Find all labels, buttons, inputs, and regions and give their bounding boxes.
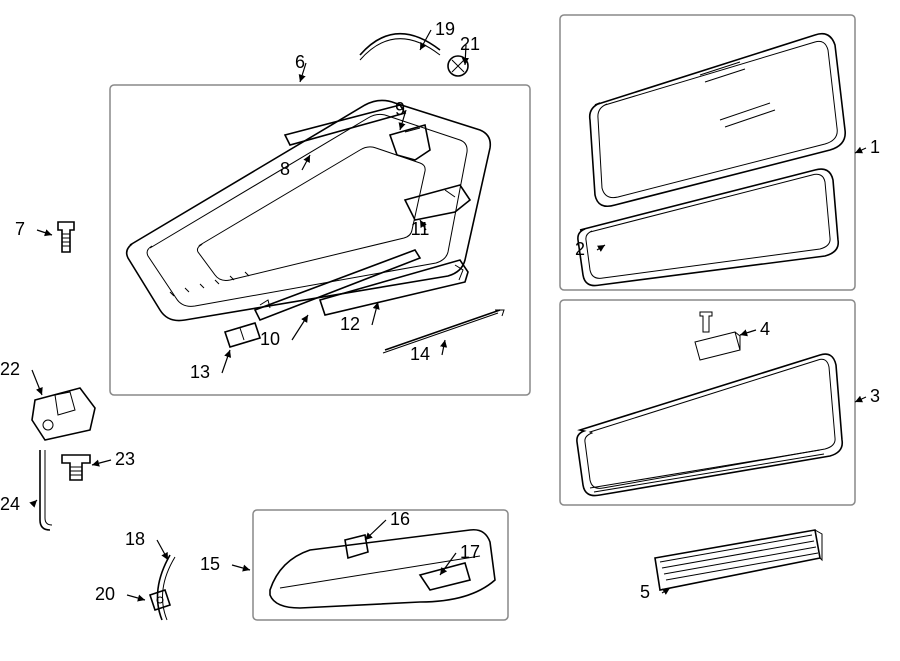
panel-sunshade bbox=[560, 300, 855, 505]
callout-label-23: 23 bbox=[115, 449, 135, 469]
parts-diagram: 123456789101112131415161718192021222324 bbox=[0, 0, 900, 661]
part-8-rail bbox=[285, 105, 405, 145]
callout-label-20: 20 bbox=[95, 584, 115, 604]
callout-label-17: 17 bbox=[460, 542, 480, 562]
callout-line-24 bbox=[32, 500, 37, 505]
callout-line-7 bbox=[37, 230, 52, 235]
callout-label-8: 8 bbox=[280, 159, 290, 179]
part-22-motor bbox=[32, 388, 95, 440]
callout-label-12: 12 bbox=[340, 314, 360, 334]
callout-line-14 bbox=[442, 340, 445, 355]
part-19-hose bbox=[360, 34, 440, 60]
part-20-clip bbox=[150, 590, 170, 610]
callout-line-2 bbox=[597, 245, 605, 250]
callout-line-8 bbox=[302, 155, 310, 170]
callout-label-22: 22 bbox=[0, 359, 20, 379]
callout-label-10: 10 bbox=[260, 329, 280, 349]
callout-line-17 bbox=[440, 553, 456, 575]
part-11-mech bbox=[405, 185, 470, 220]
callout-label-9: 9 bbox=[395, 99, 405, 119]
callout-label-13: 13 bbox=[190, 362, 210, 382]
part-13-block bbox=[225, 323, 260, 347]
callout-label-19: 19 bbox=[435, 19, 455, 39]
callout-label-7: 7 bbox=[15, 219, 25, 239]
callout-line-18 bbox=[157, 540, 168, 560]
callout-line-20 bbox=[127, 595, 145, 600]
callout-line-3 bbox=[855, 397, 866, 402]
callout-line-10 bbox=[292, 315, 308, 340]
callout-label-14: 14 bbox=[410, 344, 430, 364]
callout-line-23 bbox=[92, 460, 111, 465]
callout-label-6: 6 bbox=[295, 52, 305, 72]
part-7-bolt bbox=[58, 222, 74, 252]
callout-line-16 bbox=[365, 520, 386, 540]
callout-label-1: 1 bbox=[870, 137, 880, 157]
part-16-clip bbox=[345, 535, 368, 558]
part-1-glass bbox=[590, 34, 845, 207]
part-2-seal bbox=[578, 169, 838, 285]
callout-line-12 bbox=[372, 302, 378, 325]
part-18-hose bbox=[158, 555, 176, 620]
callout-label-3: 3 bbox=[870, 386, 880, 406]
callout-label-11: 11 bbox=[411, 219, 430, 239]
part-3-sunshade bbox=[577, 354, 842, 495]
callout-label-16: 16 bbox=[390, 509, 410, 529]
callout-label-24: 24 bbox=[0, 494, 20, 514]
panel-glass-seal bbox=[560, 15, 855, 290]
callout-line-13 bbox=[222, 350, 230, 373]
callout-line-1 bbox=[855, 148, 866, 153]
callout-label-18: 18 bbox=[125, 529, 145, 549]
callouts-layer: 123456789101112131415161718192021222324 bbox=[0, 19, 880, 604]
part-23-bolt bbox=[62, 455, 90, 480]
part-24-rod bbox=[40, 450, 52, 530]
callout-label-21: 21 bbox=[460, 34, 480, 54]
callout-label-5: 5 bbox=[640, 582, 650, 602]
callout-line-4 bbox=[740, 330, 756, 335]
callout-line-19 bbox=[420, 30, 431, 50]
callout-label-4: 4 bbox=[760, 319, 770, 339]
callout-label-2: 2 bbox=[575, 239, 585, 259]
part-5-blind bbox=[655, 530, 822, 590]
part-17-arm bbox=[420, 563, 470, 590]
callout-label-15: 15 bbox=[200, 554, 220, 574]
callout-line-15 bbox=[232, 565, 250, 570]
part-6-frame bbox=[127, 100, 491, 320]
part-4-clip bbox=[695, 312, 740, 360]
callout-line-22 bbox=[32, 370, 42, 395]
